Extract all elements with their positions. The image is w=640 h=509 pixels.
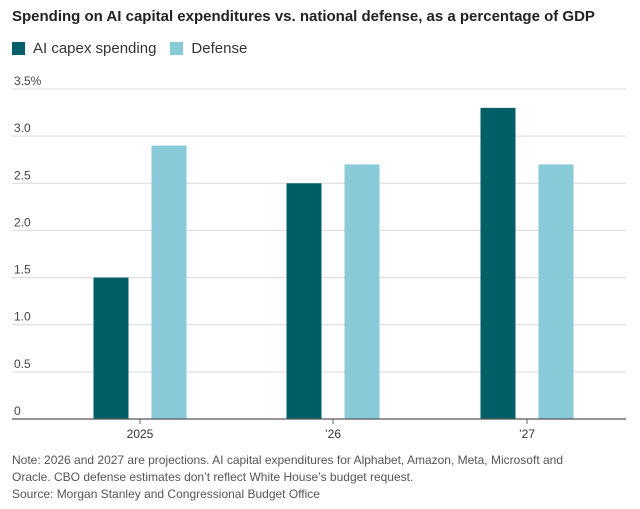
bar-defense xyxy=(538,164,574,419)
legend-item-ai-capex: AI capex spending xyxy=(12,40,156,57)
y-tick-label: 1.0 xyxy=(14,310,31,324)
y-tick-label: 0 xyxy=(14,404,21,418)
legend-swatch-defense xyxy=(170,42,184,55)
x-tick-label: ’27 xyxy=(519,427,535,441)
bar-ai-capex xyxy=(93,277,129,419)
y-tick-label: 3.0 xyxy=(14,121,31,135)
bar-ai-capex xyxy=(480,107,516,419)
chart-note: Note: 2026 and 2027 are projections. AI … xyxy=(12,452,622,503)
y-tick-label: 3.5% xyxy=(14,74,42,88)
chart-title: Spending on AI capital expenditures vs. … xyxy=(12,8,595,25)
legend: AI capex spending Defense xyxy=(12,40,261,57)
legend-swatch-ai-capex xyxy=(12,42,25,55)
y-tick-label: 2.0 xyxy=(14,215,31,229)
bar-defense xyxy=(151,145,187,420)
y-tick-label: 1.5 xyxy=(14,263,31,277)
bar-defense xyxy=(344,164,380,419)
x-tick-label: 2025 xyxy=(127,427,154,441)
legend-item-defense: Defense xyxy=(170,40,247,57)
legend-label-ai-capex: AI capex spending xyxy=(33,40,157,57)
x-tick-label: ’26 xyxy=(325,427,341,441)
note-line-2: Oracle. CBO defense estimates don’t refl… xyxy=(12,470,414,484)
y-tick-label: 0.5 xyxy=(14,357,31,371)
legend-label-defense: Defense xyxy=(191,40,248,57)
bar-chart: 0 0.5 1.0 1.5 2.0 2.5 3.0 3.5% 2025 ’26 ’27 xyxy=(12,74,626,441)
note-line-1: Note: 2026 and 2027 are projections. AI … xyxy=(12,453,564,467)
bar-ai-capex xyxy=(286,183,322,419)
y-tick-label: 2.5 xyxy=(14,168,31,182)
source-line: Source: Morgan Stanley and Congressional… xyxy=(12,487,320,501)
